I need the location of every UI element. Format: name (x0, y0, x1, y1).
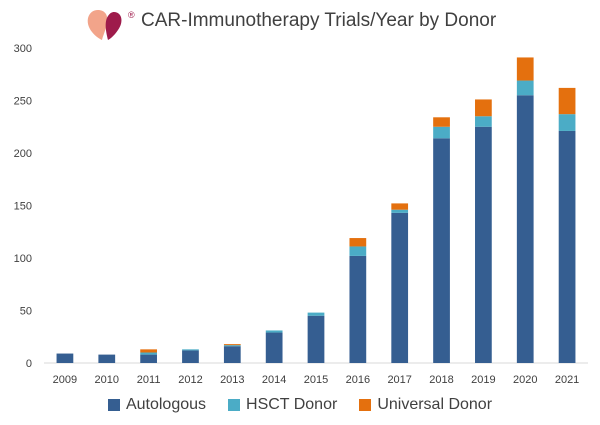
legend-swatch (107, 399, 120, 411)
bar-autologous-2011 (140, 354, 157, 363)
bar-autologous-2017 (391, 212, 409, 363)
legend-item-hsct-donor: HSCT Donor (228, 396, 337, 414)
x-tick-label: 2014 (262, 374, 286, 386)
logo-drop-right (105, 12, 122, 40)
y-tick-label: 150 (14, 201, 32, 213)
legend-swatch (228, 399, 241, 411)
bar-universal-donor-2016 (349, 238, 367, 247)
bar-autologous-2016 (349, 255, 367, 363)
bar-hsct-donor-2012 (182, 349, 199, 351)
bar-hsct-donor-2013 (223, 345, 241, 347)
bar-autologous-2010 (98, 354, 116, 363)
y-tick-label: 50 (20, 306, 32, 318)
x-tick-label: 2020 (513, 374, 537, 386)
y-tick-label: 250 (14, 96, 32, 108)
bar-autologous-2009 (56, 353, 74, 363)
bar-autologous-2014 (265, 332, 283, 363)
bar-autologous-2018 (433, 138, 450, 363)
x-tick-label: 2017 (387, 374, 411, 386)
x-tick-label: 2012 (178, 374, 202, 386)
bar-universal-donor-2011 (140, 349, 157, 353)
bar-autologous-2012 (182, 350, 199, 363)
y-tick-label: 200 (14, 148, 32, 160)
bar-hsct-donor-2014 (265, 330, 283, 333)
x-tick-label: 2015 (304, 374, 328, 386)
legend-label: HSCT Donor (246, 396, 338, 413)
legend-label: Universal Donor (377, 396, 493, 413)
x-tick-label: 2021 (555, 374, 579, 386)
bar-autologous-2021 (558, 130, 576, 363)
chart-title: CAR-Immunotherapy Trials/Year by Donor (141, 10, 497, 31)
bar-autologous-2013 (223, 346, 241, 363)
x-tick-label: 2010 (95, 374, 119, 386)
x-tick-label: 2011 (137, 374, 161, 386)
y-tick-label: 100 (14, 253, 32, 265)
bars-group (56, 57, 576, 363)
bar-hsct-donor-2020 (516, 80, 534, 96)
bar-hsct-donor-2016 (349, 246, 367, 256)
x-tick-label: 2018 (429, 374, 453, 386)
legend-item-universal-donor: Universal Donor (359, 396, 492, 414)
x-tick-label: 2016 (346, 374, 370, 386)
y-axis: 0 50 100 150 200 250 300 (14, 43, 32, 370)
logo-drop-left (87, 10, 108, 40)
bar-hsct-donor-2018 (433, 126, 450, 139)
legend-item-autologous: Autologous (107, 396, 207, 414)
bar-autologous-2019 (475, 126, 492, 363)
bar-autologous-2015 (307, 315, 325, 363)
legend-swatch (359, 399, 372, 411)
bar-hsct-donor-2021 (558, 114, 576, 131)
bar-hsct-donor-2011 (140, 352, 157, 355)
x-tick-label: 2019 (471, 374, 495, 386)
bar-universal-donor-2013 (223, 344, 241, 346)
bar-hsct-donor-2017 (391, 209, 409, 213)
legend-label: Autologous (125, 396, 207, 413)
logo-icon: ® (87, 10, 135, 40)
bar-autologous-2020 (516, 95, 534, 363)
logo-registered-mark: ® (128, 10, 135, 20)
bar-hsct-donor-2019 (475, 116, 492, 127)
y-tick-label: 300 (14, 43, 32, 55)
x-axis: 2009 2010 2011 2012 2013 2014 2015 2016 2017 2018… (44, 362, 588, 386)
bar-universal-donor-2020 (516, 57, 534, 81)
y-tick-label: 0 (26, 358, 32, 370)
bar-universal-donor-2019 (475, 99, 492, 117)
x-tick-label: 2013 (220, 374, 244, 386)
bar-universal-donor-2018 (433, 117, 450, 127)
bar-hsct-donor-2015 (307, 312, 325, 316)
bar-universal-donor-2021 (558, 87, 576, 115)
legend: Autologous HSCT Donor Universal Donor (0, 396, 600, 414)
x-tick-label: 2009 (53, 374, 77, 386)
bar-universal-donor-2017 (391, 203, 409, 210)
